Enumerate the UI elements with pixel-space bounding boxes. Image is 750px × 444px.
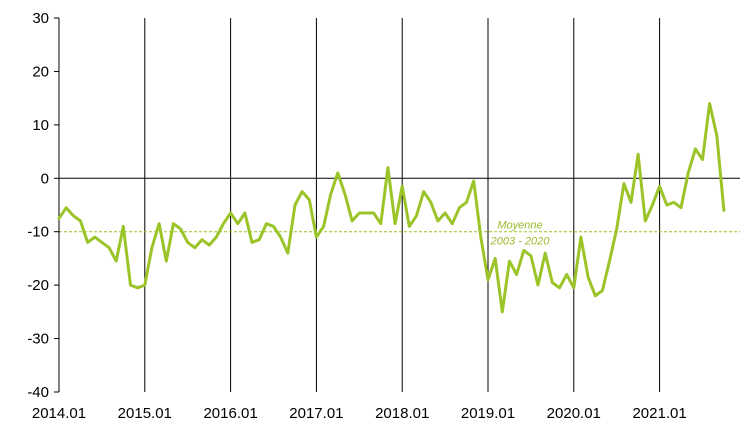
x-tick-label: 2017.01 bbox=[289, 405, 343, 422]
average-label-line1: Moyenne bbox=[497, 220, 542, 232]
x-axis-ticks: 2014.01 2015.01 2016.01 2017.01 2018.01 2019.… bbox=[32, 405, 687, 422]
y-tick-label: -40 bbox=[27, 384, 49, 401]
y-tick-label: 10 bbox=[32, 117, 49, 134]
average-annotation: Moyenne 2003 - 2020 bbox=[490, 220, 551, 248]
x-tick-label: 2015.01 bbox=[118, 405, 172, 422]
x-tick-label: 2019.01 bbox=[461, 405, 515, 422]
series-line bbox=[57, 102, 726, 314]
y-tick-label: -20 bbox=[27, 277, 49, 294]
x-tick-label: 2020.01 bbox=[547, 405, 601, 422]
x-tick-label: 2014.01 bbox=[32, 405, 86, 422]
y-tick-label: -10 bbox=[27, 224, 49, 241]
y-axis-ticks: 30 20 10 0 -10 -20 -30 -40 bbox=[27, 10, 59, 401]
x-tick-label: 2016.01 bbox=[203, 405, 257, 422]
average-label-line2: 2003 - 2020 bbox=[490, 236, 551, 248]
x-tick-label: 2021.01 bbox=[632, 405, 686, 422]
x-tick-label: 2018.01 bbox=[375, 405, 429, 422]
y-tick-label: 20 bbox=[32, 63, 49, 80]
y-tick-label: -30 bbox=[27, 331, 49, 348]
year-gridlines bbox=[144, 18, 661, 392]
y-tick-label: 0 bbox=[41, 170, 49, 187]
y-tick-label: 30 bbox=[32, 10, 49, 27]
